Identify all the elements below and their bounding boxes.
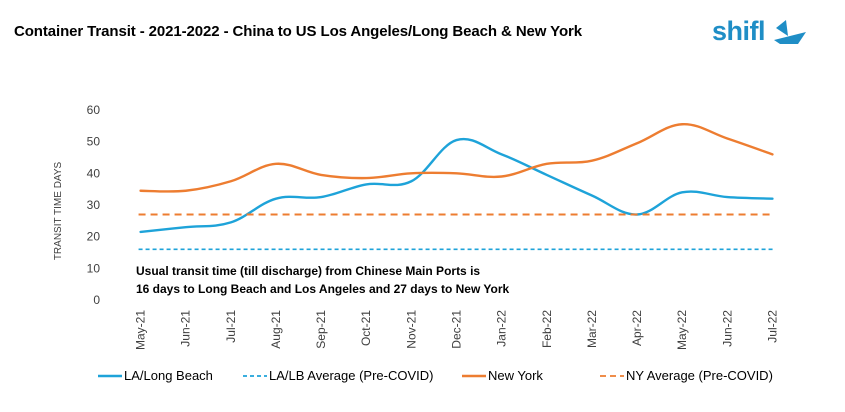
shifl-logo: shifl <box>712 14 822 54</box>
y-axis-label: TRANSIT TIME DAYS <box>53 162 64 261</box>
x-tick-label: Feb-22 <box>540 310 554 348</box>
sail-icon <box>774 20 806 44</box>
annotation-line: Usual transit time (till discharge) from… <box>136 264 480 278</box>
x-tick-label: Jul-22 <box>765 310 779 343</box>
x-tick-label: May-22 <box>675 310 689 350</box>
x-tick-label: Mar-22 <box>585 310 599 348</box>
x-tick-label: Jul-21 <box>224 310 238 343</box>
chart-title: Container Transit - 2021-2022 - China to… <box>14 23 582 40</box>
x-tick-label: Apr-22 <box>630 310 644 346</box>
series-new-york <box>139 123 774 193</box>
x-tick-label: Aug-21 <box>269 310 283 349</box>
x-axis-ticks: May-21 Jun-21 Jul-21 Aug-21 Sep-21 Oct-21 Nov-… <box>134 310 780 350</box>
x-tick-label: Dec-21 <box>450 310 464 349</box>
y-tick-label: 50 <box>87 135 101 149</box>
legend-label-la-long-beach: LA/Long Beach <box>124 368 213 383</box>
legend-label-la-lb-average-pre-covid: LA/LB Average (Pre-COVID) <box>269 368 434 383</box>
logo-text: shifl <box>712 16 766 46</box>
y-axis-ticks: 0 10 20 30 40 50 60 <box>87 103 101 307</box>
y-tick-label: 10 <box>87 261 101 275</box>
y-tick-label: 30 <box>87 198 101 212</box>
legend: LA/Long Beach LA/LB Average (Pre-COVID) Ne… <box>98 368 773 383</box>
legend-label-new-york: New York <box>488 368 543 383</box>
x-tick-label: Jun-22 <box>720 310 734 347</box>
x-tick-label: Jan-22 <box>495 310 509 347</box>
series-layer <box>138 123 775 251</box>
x-tick-label: Oct-21 <box>359 310 373 346</box>
x-tick-label: Sep-21 <box>314 310 328 349</box>
y-axis-title: TRANSIT TIME DAYS <box>53 162 64 261</box>
annotation-line: 16 days to Long Beach and Los Angeles an… <box>136 282 510 296</box>
x-tick-label: Jun-21 <box>179 310 193 347</box>
y-tick-label: 20 <box>87 230 101 244</box>
x-tick-label: May-21 <box>134 310 148 350</box>
series-la-long-beach <box>139 137 774 234</box>
x-tick-label: Nov-21 <box>404 310 418 349</box>
y-tick-label: 40 <box>87 166 101 180</box>
annotation: Usual transit time (till discharge) from… <box>136 264 510 296</box>
y-tick-label: 60 <box>87 103 101 117</box>
y-tick-label: 0 <box>93 293 100 307</box>
legend-label-ny-average-pre-covid: NY Average (Pre-COVID) <box>626 368 773 383</box>
